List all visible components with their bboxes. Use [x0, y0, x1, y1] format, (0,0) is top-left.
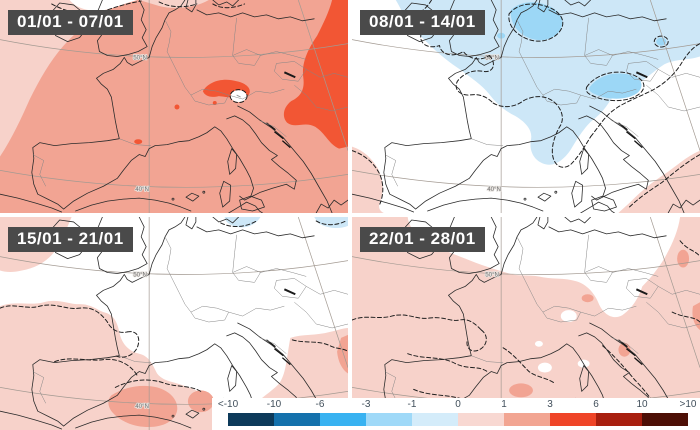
- colorbar-swatch: [274, 413, 320, 426]
- colorbar-swatch: [458, 413, 504, 426]
- colorbar-ticks: <-10 -10 -6 -3 -1 0 1 3 6 10 >10: [212, 399, 700, 412]
- map-panel-week2: 08/01 - 14/01: [352, 0, 700, 213]
- colorbar-swatch: [596, 413, 642, 426]
- colorbar-tick-label: -10: [266, 399, 282, 410]
- date-range-label-week1: 01/01 - 07/01: [8, 10, 133, 35]
- colorbar-tick-label: -6: [315, 399, 325, 410]
- colorbar-swatch: [412, 413, 458, 426]
- contour-dashes-week2: [352, 0, 700, 209]
- anomaly-fills-week1: [0, 0, 348, 213]
- colorbar-tick-label: >10: [679, 399, 697, 410]
- map-panel-week3: 15/01 - 21/01: [0, 217, 348, 430]
- contour-dashes-week3: [0, 220, 348, 392]
- colorbar-legend: <-10 -10 -6 -3 -1 0 1 3 6 10 >10: [212, 398, 700, 430]
- date-range-label-week3: 15/01 - 21/01: [8, 227, 133, 252]
- colorbar-tick-label: 10: [636, 399, 648, 410]
- colorbar-tick-label: 0: [455, 399, 461, 410]
- map-panel-week1: 01/01 - 07/01: [0, 0, 348, 213]
- colorbar-swatch: [366, 413, 412, 426]
- anomaly-fills-week2: [352, 0, 700, 213]
- date-range-label-week2: 08/01 - 14/01: [360, 10, 485, 35]
- colorbar-swatch: [642, 413, 688, 426]
- colorbar-swatch: [504, 413, 550, 426]
- colorbar-swatch: [320, 413, 366, 426]
- colorbar-tick-label: -3: [361, 399, 371, 410]
- colorbar-tick-label: -1: [407, 399, 417, 410]
- colorbar-tick-label: 3: [547, 399, 553, 410]
- colorbar-tick-label: 1: [501, 399, 507, 410]
- colorbar-tick-label: <-10: [217, 399, 239, 410]
- colorbar-tick-label: 6: [593, 399, 599, 410]
- anomaly-fills-week3: [0, 217, 348, 430]
- date-range-label-week4: 22/01 - 28/01: [360, 227, 485, 252]
- colorbar-swatch: [550, 413, 596, 426]
- contour-dashes-week1: [51, 0, 248, 104]
- map-panel-week4: 22/01 - 28/01: [352, 217, 700, 430]
- colorbar-swatch: [228, 413, 274, 426]
- colorbar-blocks: [228, 413, 688, 426]
